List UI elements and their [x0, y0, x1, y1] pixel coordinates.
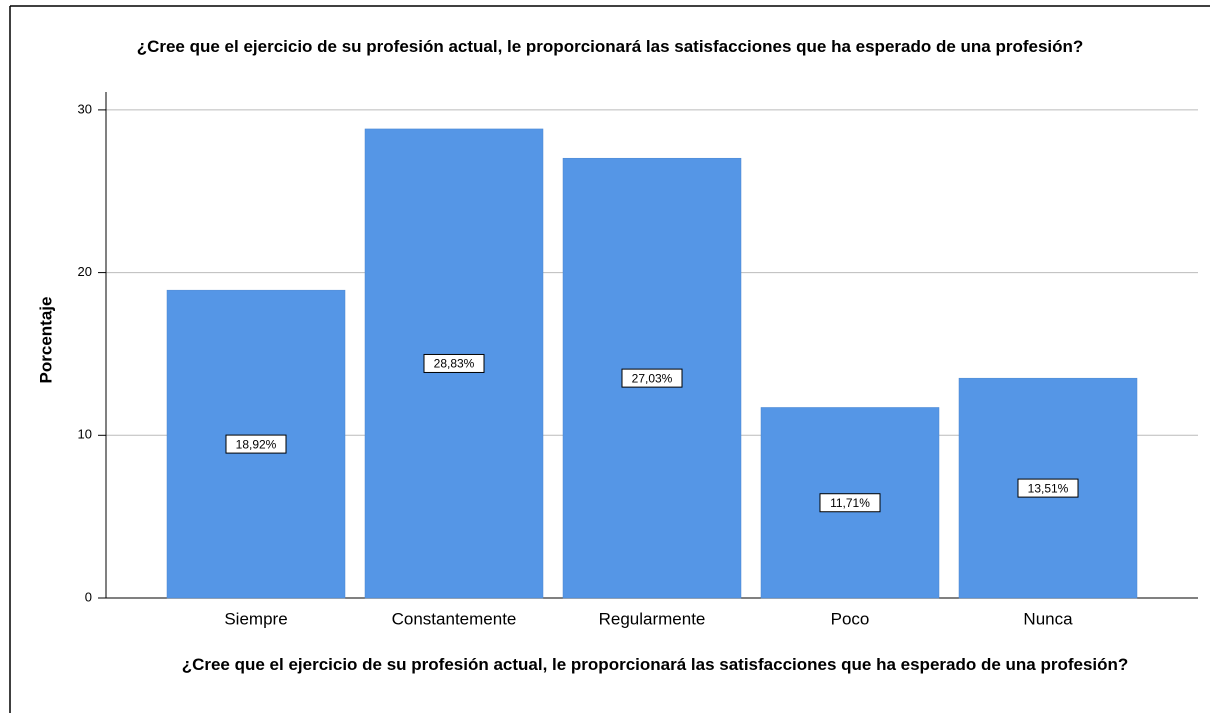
x-tick-label: Poco	[831, 609, 870, 628]
x-tick-label: Constantemente	[392, 609, 517, 628]
value-label: 18,92%	[236, 437, 277, 451]
x-tick-label: Regularmente	[599, 609, 706, 628]
value-label: 11,71%	[830, 496, 870, 510]
x-tick-label: Nunca	[1023, 609, 1073, 628]
value-label-box	[423, 353, 485, 373]
value-label: 13,51%	[1028, 481, 1069, 495]
value-label: 27,03%	[632, 371, 673, 385]
y-tick-label: 0	[85, 589, 92, 604]
value-label-box	[225, 434, 287, 454]
value-label-box	[1017, 478, 1079, 498]
x-tick-label: Siempre	[224, 609, 287, 628]
value-label-box	[819, 493, 881, 513]
value-label: 28,83%	[434, 357, 475, 371]
value-label-box	[621, 368, 683, 388]
y-tick-label: 20	[78, 264, 92, 279]
y-tick-label: 30	[78, 101, 92, 116]
y-tick-label: 10	[78, 427, 92, 442]
chart-title: ¿Cree que el ejercicio de su profesión a…	[136, 37, 1084, 56]
y-axis-label: Porcentaje	[36, 297, 55, 384]
x-axis-label: ¿Cree que el ejercicio de su profesión a…	[181, 655, 1129, 674]
